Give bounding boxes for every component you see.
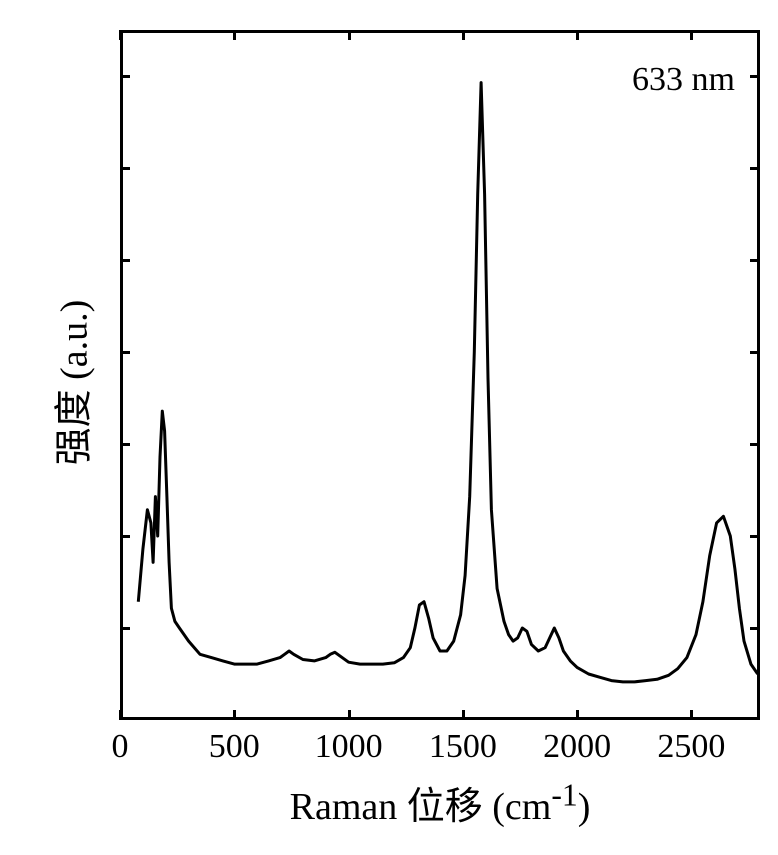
spectrum-line [138, 83, 757, 682]
spectrum-svg [0, 0, 778, 855]
